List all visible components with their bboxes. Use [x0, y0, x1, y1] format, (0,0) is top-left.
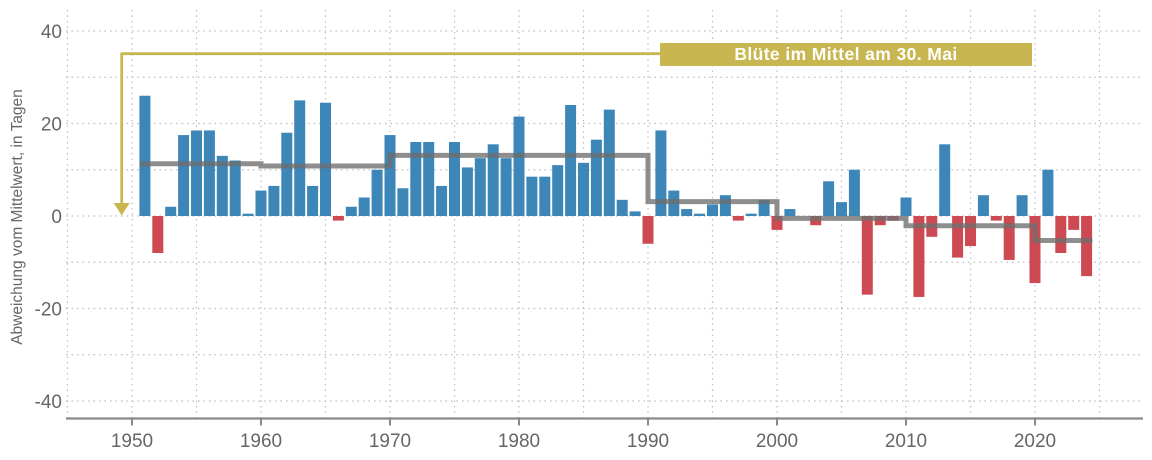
bar-1994 [694, 213, 706, 216]
bar-1959 [242, 213, 254, 216]
y-tick-label-20: 20 [41, 115, 62, 136]
bar-1996 [719, 195, 731, 216]
bar-1971 [397, 188, 409, 216]
y-tick-label-0: 0 [51, 207, 62, 228]
bar-1985 [578, 162, 589, 216]
bar-1960 [255, 190, 267, 216]
bar-1989 [629, 211, 641, 216]
bar-1987 [603, 109, 615, 216]
annotation-connector-line [120, 52, 661, 204]
bar-1990 [642, 216, 654, 244]
bar-1991 [655, 130, 667, 216]
bar-2024 [1081, 216, 1093, 277]
bar-2015 [965, 216, 976, 247]
bar-1957 [216, 155, 228, 216]
bar-1954 [178, 135, 190, 216]
bar-1964 [307, 185, 319, 216]
bar-2018 [1003, 216, 1015, 260]
x-tick-label-1950: 1950 [111, 431, 153, 452]
bar-1978 [487, 144, 499, 216]
annotation-arrowhead-icon [113, 203, 130, 216]
bar-1995 [707, 204, 718, 216]
bar-2021 [1042, 169, 1054, 216]
x-tick-label-1990: 1990 [627, 431, 669, 452]
bar-2006 [848, 169, 860, 216]
bar-1969 [371, 169, 383, 216]
bar-1986 [590, 139, 602, 216]
annotation-banner: Blüte im Mittel am 30. Mai [660, 43, 1032, 67]
bar-2022 [1055, 216, 1067, 253]
y-tick-label--20: -20 [35, 300, 62, 321]
bar-1970 [384, 135, 396, 216]
bar-1997 [732, 216, 744, 221]
bar-2011 [913, 216, 925, 297]
bar-2020 [1029, 216, 1041, 284]
bar-2019 [1016, 195, 1028, 216]
x-tick-label-2010: 2010 [885, 431, 927, 452]
bar-1976 [461, 167, 473, 216]
bar-1974 [436, 185, 448, 216]
bar-1951 [139, 95, 151, 216]
bar-1999 [758, 199, 770, 216]
bar-1963 [294, 100, 306, 216]
bar-1972 [410, 142, 422, 216]
bar-1952 [152, 216, 164, 253]
bar-2000 [771, 216, 783, 230]
bar-1998 [745, 213, 757, 216]
bar-2013 [939, 144, 951, 216]
bar-2014 [952, 216, 964, 258]
bar-1983 [552, 165, 564, 216]
bar-1993 [681, 209, 693, 216]
bar-1962 [281, 132, 293, 216]
annotation-banner-label: Blüte im Mittel am 30. Mai [734, 44, 958, 65]
y-tick-label-40: 40 [41, 22, 62, 43]
bar-2007 [861, 216, 873, 295]
bar-1980 [513, 116, 525, 216]
bar-1975 [449, 142, 460, 216]
bar-2023 [1068, 216, 1080, 230]
bar-1956 [203, 130, 215, 216]
bar-1961 [268, 185, 280, 216]
x-tick-label-1970: 1970 [369, 431, 411, 452]
bar-1979 [500, 158, 512, 216]
y-axis-title: Abweichung vom Mittelwert, in Tagen [9, 89, 26, 345]
bar-1968 [358, 197, 370, 216]
x-tick-label-1960: 1960 [240, 431, 282, 452]
bar-1953 [165, 206, 177, 216]
y-tick-label--40: -40 [35, 392, 62, 413]
bar-1977 [474, 158, 486, 216]
bar-1965 [320, 102, 331, 216]
x-tick-label-1980: 1980 [498, 431, 540, 452]
bar-1988 [616, 199, 628, 216]
bar-1984 [565, 105, 577, 216]
bar-1958 [229, 160, 241, 216]
bar-1955 [191, 130, 202, 216]
decade-mean-step-line [139, 152, 1093, 244]
bar-1973 [423, 142, 435, 216]
bar-1966 [332, 216, 344, 221]
bar-2010 [900, 197, 912, 216]
bar-2005 [836, 202, 847, 216]
bar-2004 [823, 181, 835, 216]
bar-1967 [345, 206, 357, 216]
bar-2017 [990, 216, 1002, 221]
x-tick-label-2020: 2020 [1014, 431, 1056, 452]
bar-2016 [977, 195, 989, 216]
x-tick-label-2000: 2000 [756, 431, 798, 452]
bar-1981 [526, 176, 538, 216]
bar-2001 [784, 209, 796, 216]
bar-1982 [539, 176, 551, 216]
